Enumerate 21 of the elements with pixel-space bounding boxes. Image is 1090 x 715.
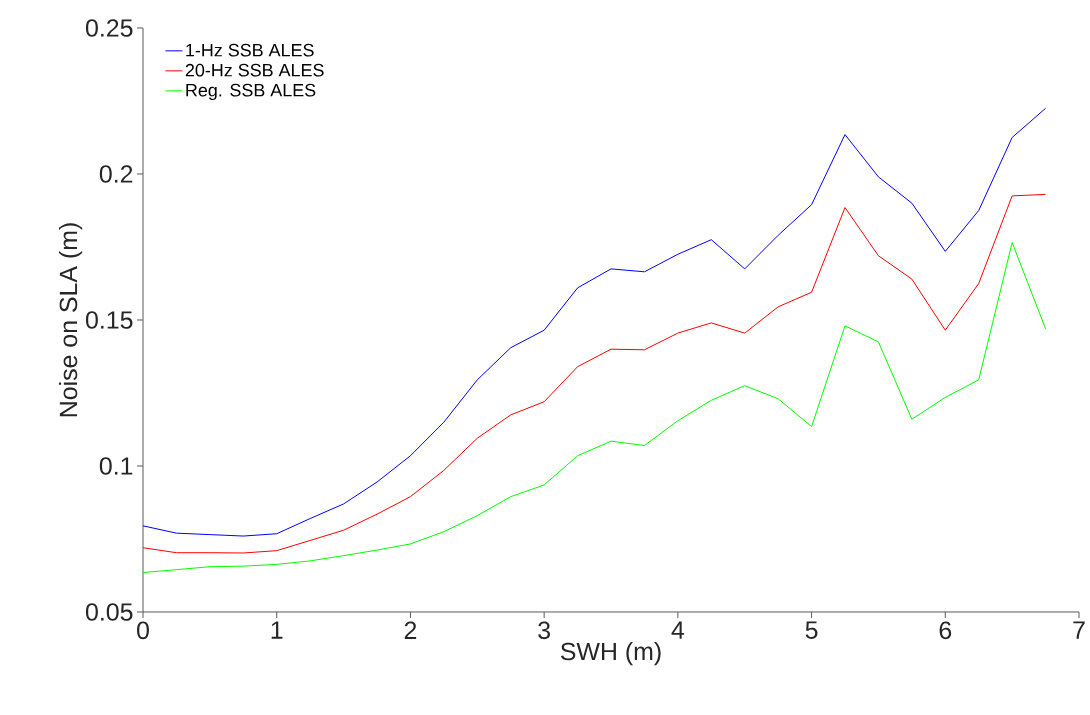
x-tick-label: 3 bbox=[538, 621, 550, 640]
x-tick-label: 0 bbox=[137, 621, 149, 640]
line-series bbox=[142, 107, 1047, 537]
x-tick-label: 7 bbox=[1073, 621, 1085, 639]
y-tick-label: 0.05 bbox=[85, 603, 133, 621]
x-tick-label: 4 bbox=[671, 621, 685, 639]
y-tick-label: 0.2 bbox=[99, 165, 133, 183]
y-tick-label: 0.1 bbox=[99, 457, 133, 475]
legend-label: 20-Hz SSB ALES bbox=[185, 63, 324, 77]
x-tick-label: 6 bbox=[939, 621, 952, 640]
legend-label: 1-Hz SSB ALES bbox=[186, 43, 314, 57]
x-tick-label: 5 bbox=[805, 621, 818, 639]
y-tick-label: 0.15 bbox=[85, 311, 133, 329]
y-axis-title: Noise on SLA (m) bbox=[58, 223, 83, 417]
line-series bbox=[142, 242, 1047, 574]
x-tick-label: 1 bbox=[271, 621, 283, 639]
legend-label: Reg. SSB ALES bbox=[186, 83, 316, 101]
line-series bbox=[142, 193, 1047, 554]
y-tick-label: 0.25 bbox=[85, 19, 133, 37]
x-tick-label: 2 bbox=[404, 621, 417, 639]
x-axis-title: SWH (m) bbox=[560, 641, 661, 666]
